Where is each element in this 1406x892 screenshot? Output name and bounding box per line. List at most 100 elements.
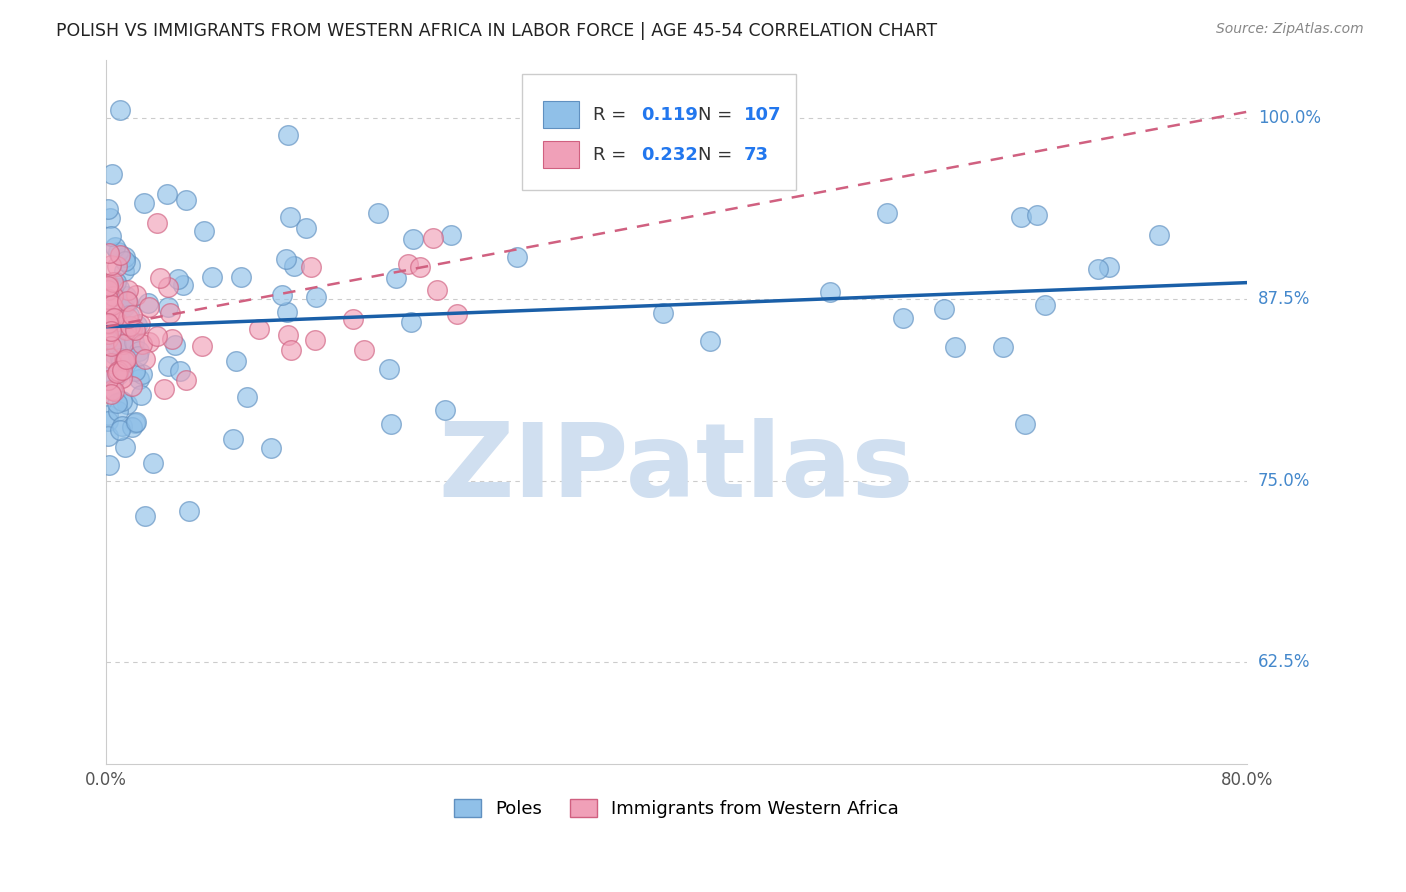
Point xyxy=(276,305,298,319)
Point xyxy=(112,263,135,277)
Point xyxy=(97,332,120,346)
Point xyxy=(433,403,456,417)
Point xyxy=(169,364,191,378)
Point xyxy=(97,326,120,341)
Point xyxy=(652,306,675,320)
Bar xyxy=(543,141,579,168)
Point xyxy=(193,224,215,238)
Point xyxy=(174,373,197,387)
Point xyxy=(114,440,136,454)
Point xyxy=(191,339,214,353)
Point xyxy=(97,429,120,443)
Point xyxy=(121,419,143,434)
Point xyxy=(100,229,122,244)
Point xyxy=(108,248,131,262)
FancyBboxPatch shape xyxy=(523,74,796,190)
Point xyxy=(380,417,402,432)
Point xyxy=(124,323,146,337)
Point xyxy=(112,300,135,314)
Point xyxy=(100,325,122,339)
Text: R =: R = xyxy=(593,145,633,163)
Point xyxy=(891,311,914,326)
Point xyxy=(260,442,283,456)
Point xyxy=(148,271,170,285)
Point xyxy=(111,361,134,376)
Point xyxy=(108,103,131,117)
Point xyxy=(114,250,136,264)
Point xyxy=(110,351,132,365)
Point xyxy=(1025,208,1047,222)
Text: N =: N = xyxy=(699,145,738,163)
Text: R =: R = xyxy=(593,105,633,123)
Text: 0.119: 0.119 xyxy=(641,105,697,123)
Point xyxy=(103,347,125,361)
Point xyxy=(110,314,132,328)
Point xyxy=(105,366,128,380)
Point xyxy=(134,351,156,366)
Point xyxy=(114,322,136,336)
Text: 75.0%: 75.0% xyxy=(1258,472,1310,490)
Point xyxy=(100,296,122,310)
Point xyxy=(111,362,134,376)
Point xyxy=(353,343,375,357)
Point xyxy=(278,210,301,224)
Point xyxy=(97,202,120,217)
Point xyxy=(111,334,134,348)
Point xyxy=(134,509,156,524)
Point xyxy=(111,371,134,385)
Point xyxy=(115,351,138,366)
Point xyxy=(124,364,146,378)
Point xyxy=(280,343,302,358)
Point xyxy=(1147,227,1170,242)
Point xyxy=(162,332,184,346)
Point xyxy=(97,318,120,332)
Point xyxy=(146,216,169,230)
Point xyxy=(105,314,128,328)
Text: N =: N = xyxy=(699,105,738,123)
Point xyxy=(156,280,179,294)
Point xyxy=(107,259,129,273)
Point xyxy=(125,288,148,302)
Point xyxy=(125,415,148,429)
Point xyxy=(142,456,165,470)
Point xyxy=(100,258,122,272)
Point xyxy=(156,187,179,202)
Point xyxy=(101,383,124,397)
Point xyxy=(236,390,259,404)
Point xyxy=(127,349,149,363)
Point xyxy=(112,356,135,370)
Point xyxy=(138,300,160,314)
Point xyxy=(97,289,120,303)
Point xyxy=(118,318,141,333)
Point xyxy=(104,317,127,331)
Point xyxy=(818,285,841,299)
Point xyxy=(128,344,150,359)
Point xyxy=(138,334,160,349)
Point xyxy=(277,128,299,142)
Point xyxy=(399,315,422,329)
Point xyxy=(117,295,139,310)
Point xyxy=(506,250,529,264)
Point xyxy=(1010,211,1032,225)
Point xyxy=(111,419,134,434)
Point xyxy=(104,338,127,352)
Text: 100.0%: 100.0% xyxy=(1258,109,1320,127)
Point xyxy=(422,231,444,245)
Text: 0.232: 0.232 xyxy=(641,145,697,163)
Point xyxy=(101,167,124,181)
Point xyxy=(247,322,270,336)
Point xyxy=(100,356,122,370)
Point xyxy=(932,302,955,317)
Point xyxy=(229,270,252,285)
Point xyxy=(112,336,135,351)
Point xyxy=(107,396,129,410)
Point xyxy=(304,333,326,347)
Point xyxy=(117,284,139,298)
Point xyxy=(101,289,124,303)
Point xyxy=(277,328,299,343)
Point xyxy=(225,354,247,368)
Point xyxy=(118,308,141,322)
Point xyxy=(132,196,155,211)
Point xyxy=(101,382,124,396)
Text: Source: ZipAtlas.com: Source: ZipAtlas.com xyxy=(1216,22,1364,37)
